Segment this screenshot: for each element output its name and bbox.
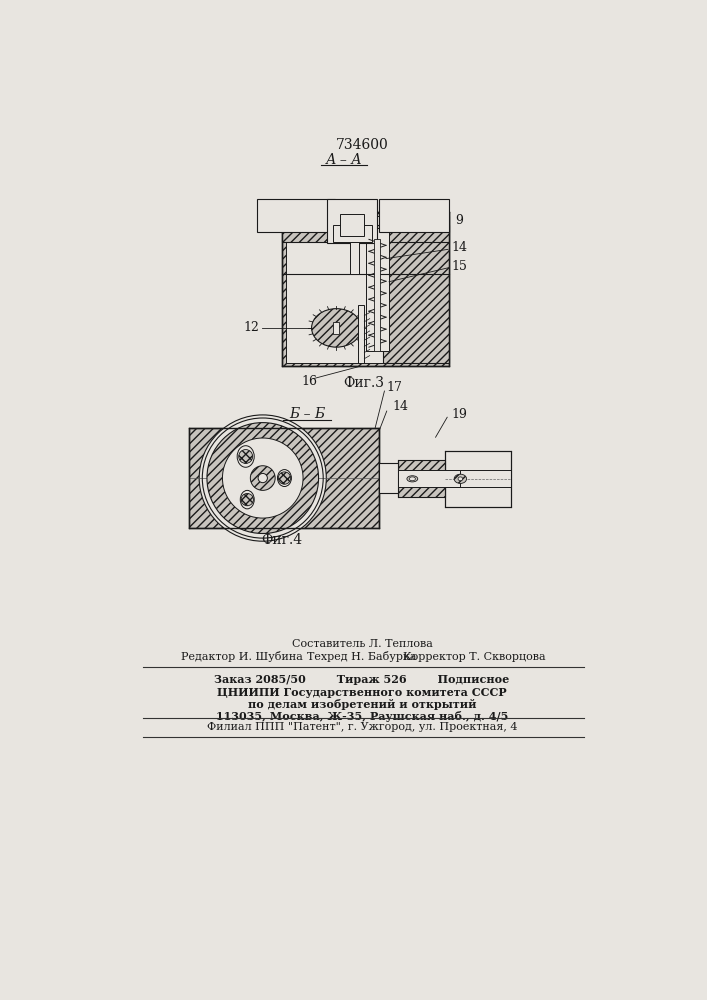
Bar bbox=[445, 451, 510, 507]
Bar bbox=[445, 470, 510, 487]
Ellipse shape bbox=[240, 490, 255, 509]
Text: Б – Б: Б – Б bbox=[288, 407, 325, 421]
Text: Составитель Л. Теплова: Составитель Л. Теплова bbox=[291, 639, 433, 649]
Text: Редактор И. Шубина: Редактор И. Шубина bbox=[182, 651, 303, 662]
Bar bbox=[383, 216, 449, 363]
Bar bbox=[257, 199, 335, 232]
Text: Фиг.4: Фиг.4 bbox=[262, 533, 303, 547]
Text: по делам изобретений и открытий: по делам изобретений и открытий bbox=[247, 699, 477, 710]
Text: А – А: А – А bbox=[326, 153, 363, 167]
Bar bbox=[398, 460, 445, 497]
Text: Техред Н. Бабурка: Техред Н. Бабурка bbox=[308, 651, 416, 662]
Circle shape bbox=[241, 493, 253, 506]
Bar bbox=[189, 428, 379, 528]
Text: Заказ 2085/50        Тираж 526        Подписное: Заказ 2085/50 Тираж 526 Подписное bbox=[214, 674, 510, 685]
Bar bbox=[379, 199, 449, 232]
Bar bbox=[374, 239, 380, 351]
Bar bbox=[333, 322, 339, 334]
Text: 113035, Москва, Ж-35, Раушская наб., д. 4/5: 113035, Москва, Ж-35, Раушская наб., д. … bbox=[216, 711, 508, 722]
Bar bbox=[379, 463, 398, 493]
Bar bbox=[327, 199, 378, 243]
Ellipse shape bbox=[237, 446, 255, 467]
Ellipse shape bbox=[277, 470, 291, 487]
Text: 19: 19 bbox=[451, 408, 467, 421]
Text: 12: 12 bbox=[243, 321, 259, 334]
Circle shape bbox=[199, 415, 327, 541]
Text: Филиал ППП "Патент", г. Ужгород, ул. Проектная, 4: Филиал ППП "Патент", г. Ужгород, ул. Про… bbox=[206, 722, 518, 732]
Ellipse shape bbox=[409, 477, 416, 481]
Bar bbox=[282, 212, 449, 366]
Ellipse shape bbox=[454, 474, 467, 483]
Text: Фиг.3: Фиг.3 bbox=[343, 376, 384, 390]
Circle shape bbox=[207, 423, 319, 533]
Text: 14: 14 bbox=[392, 400, 408, 413]
Ellipse shape bbox=[407, 476, 418, 482]
Bar bbox=[349, 242, 359, 274]
Bar bbox=[340, 214, 363, 235]
Circle shape bbox=[279, 472, 291, 484]
Circle shape bbox=[223, 438, 303, 518]
Bar bbox=[358, 305, 364, 363]
Bar bbox=[398, 470, 460, 487]
Text: ЦНИИПИ Государственного комитета СССР: ЦНИИПИ Государственного комитета СССР bbox=[217, 687, 507, 698]
Circle shape bbox=[258, 473, 267, 483]
Ellipse shape bbox=[312, 309, 361, 347]
Circle shape bbox=[250, 466, 275, 490]
Circle shape bbox=[239, 450, 252, 463]
Text: 17: 17 bbox=[387, 381, 402, 394]
Ellipse shape bbox=[458, 477, 462, 481]
Bar bbox=[282, 225, 449, 242]
Text: Корректор Т. Скворцова: Корректор Т. Скворцова bbox=[403, 652, 546, 662]
Text: 15: 15 bbox=[451, 260, 467, 273]
Bar bbox=[366, 228, 389, 351]
Text: 14: 14 bbox=[451, 241, 467, 254]
Bar bbox=[333, 225, 372, 242]
Text: 734600: 734600 bbox=[336, 138, 388, 152]
Text: 16: 16 bbox=[301, 375, 317, 388]
Bar bbox=[286, 216, 387, 363]
Text: 9: 9 bbox=[456, 214, 464, 227]
